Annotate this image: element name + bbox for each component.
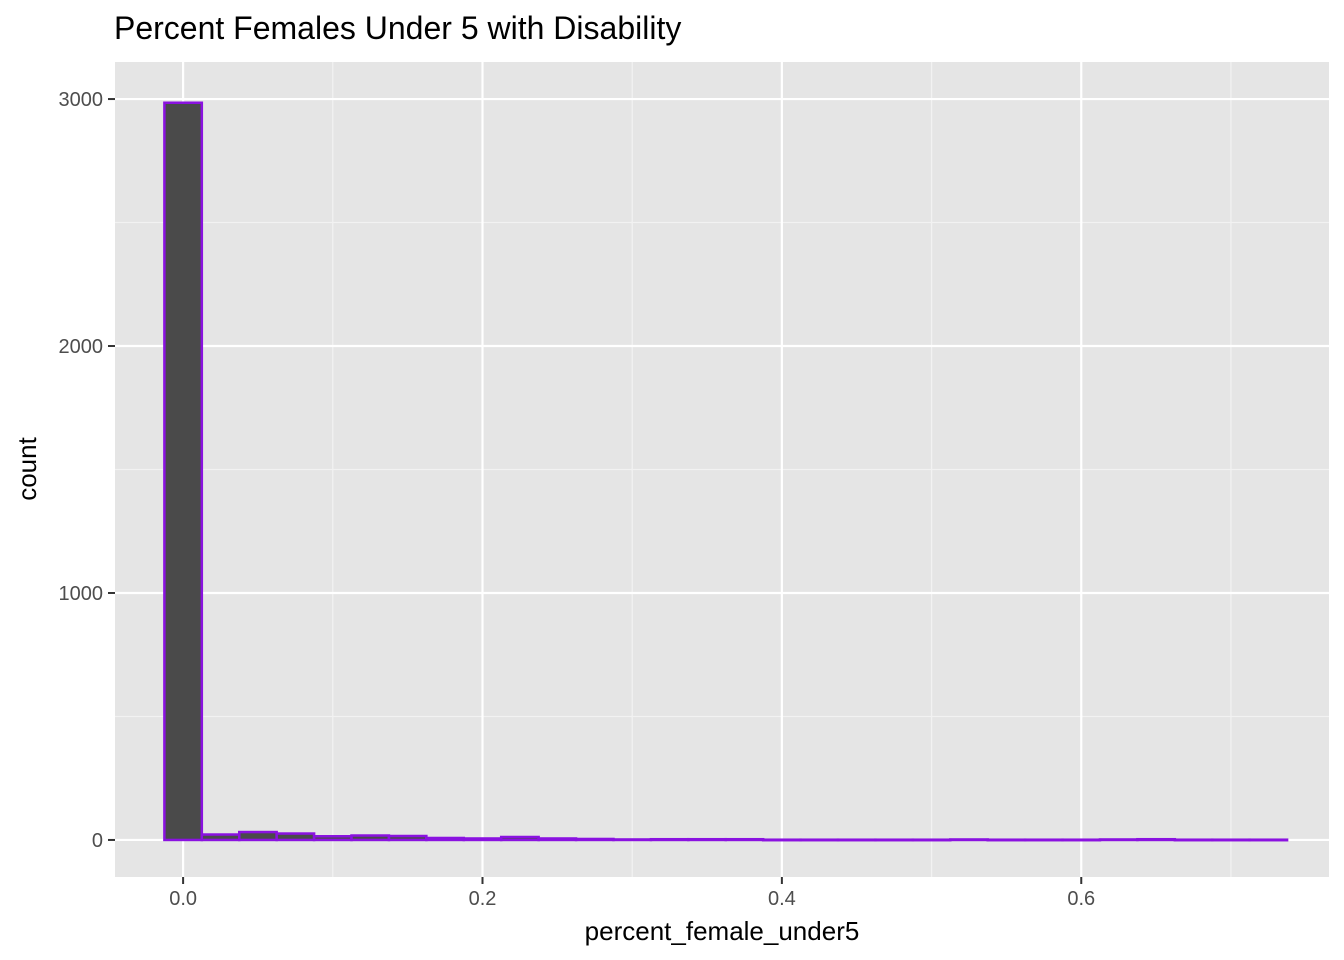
histogram-bar	[237, 830, 278, 842]
x-tick-label: 0.2	[469, 888, 497, 910]
histogram-bar	[312, 835, 353, 842]
histogram-bar	[986, 838, 1027, 842]
histogram-bar	[387, 834, 428, 842]
x-axis: 0.0 0.2 0.4 0.6	[169, 877, 1095, 910]
y-tick-label: 1000	[59, 583, 104, 605]
histogram-bar	[537, 837, 578, 842]
histogram-bar	[1061, 838, 1102, 842]
x-tick-label: 0.6	[1067, 888, 1095, 910]
y-tick-label: 2000	[59, 336, 104, 358]
histogram-bar	[724, 837, 765, 842]
y-tick-label: 3000	[59, 89, 104, 111]
histogram-bar	[462, 837, 503, 842]
histogram-bar	[949, 838, 989, 842]
histogram-bar	[350, 834, 391, 842]
x-tick-label: 0.0	[169, 888, 197, 910]
histogram-bar	[649, 837, 690, 842]
histogram-bar	[911, 838, 952, 842]
histogram-bar	[1098, 838, 1139, 842]
histogram-bar	[200, 833, 241, 842]
chart-title: Percent Females Under 5 with Disability	[114, 10, 681, 46]
histogram-bar	[425, 836, 466, 842]
histogram-bar	[1023, 838, 1064, 842]
histogram-bar	[275, 832, 316, 842]
y-axis: 0 1000 2000 3000	[59, 89, 115, 852]
histogram-bar	[1173, 838, 1214, 842]
histogram-bar	[163, 101, 204, 842]
histogram-bar	[574, 837, 615, 842]
histogram-bars	[163, 101, 1289, 842]
histogram-bar	[836, 838, 877, 842]
histogram-bar	[1136, 837, 1177, 842]
histogram-bar	[1210, 838, 1251, 842]
histogram-bar	[687, 837, 727, 842]
histogram-bar	[799, 838, 840, 842]
histogram-bar	[1248, 838, 1289, 842]
minor-gridlines	[115, 62, 1329, 877]
y-tick-label: 0	[92, 830, 103, 852]
y-axis-title: count	[12, 436, 42, 500]
histogram-bar	[874, 838, 915, 842]
x-tick-label: 0.4	[768, 888, 796, 910]
x-axis-title: percent_female_under5	[585, 916, 860, 946]
histogram-bar	[612, 838, 653, 842]
histogram-bar	[499, 835, 540, 842]
histogram-bar	[761, 838, 802, 842]
